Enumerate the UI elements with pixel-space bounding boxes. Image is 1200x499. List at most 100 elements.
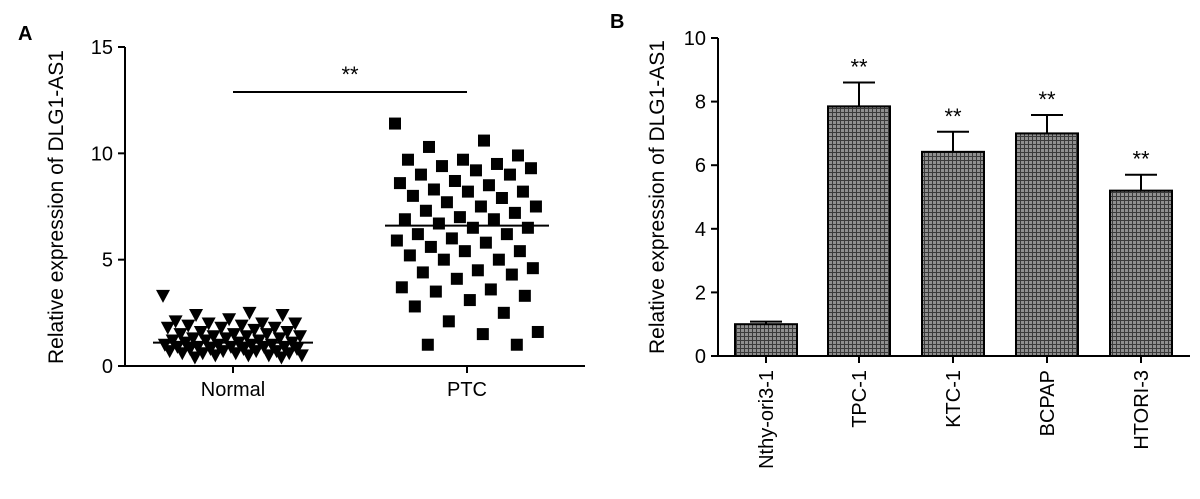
panel-a-point [242, 306, 257, 320]
panel-b-y-tick-label: 8 [695, 92, 706, 114]
panel-a-point [484, 283, 497, 296]
panel-a-point [437, 253, 450, 266]
panel-a-y-axis-label: Relative expression of DLG1-AS1 [45, 50, 68, 364]
panel-a: A Relative expression of DLG1-AS1 0 5 10 15… [18, 23, 585, 401]
panel-a-point [524, 162, 537, 175]
panel-a-point [526, 262, 539, 275]
panel-a-point [505, 268, 518, 281]
panel-a-point [458, 245, 471, 258]
panel-a-y-tick-label: 10 [91, 143, 113, 165]
panel-a-point [490, 157, 503, 170]
panel-a-point [395, 281, 408, 294]
panel-a-point [477, 134, 490, 147]
panel-b: B Relative expression of DLG1-AS1 0 2 4 6 8 1… [610, 11, 1190, 469]
panel-a-point [389, 117, 401, 130]
panel-a-point [160, 321, 175, 335]
panel-a-point [513, 245, 526, 258]
panel-a-y-tick-label: 5 [102, 250, 113, 272]
panel-a-point [529, 200, 542, 213]
panel-a-point [162, 345, 177, 359]
panel-a-point [390, 234, 403, 247]
panel-b-x-tick-label: TPC-1 [849, 370, 871, 428]
panel-b-x-tick-label: HTORI-3 [1131, 370, 1153, 450]
panel-a-point [401, 153, 414, 166]
panel-a-point [293, 330, 308, 344]
panel-a-point [187, 351, 202, 365]
panel-a-point [408, 300, 421, 313]
panel-a-point [453, 211, 466, 224]
panel-b-bar [1015, 132, 1079, 357]
panel-a-point [516, 185, 529, 198]
panel-a-point [168, 315, 183, 329]
panel-a-point [275, 308, 290, 322]
panel-a-significance-label: ** [341, 62, 359, 87]
panel-a-series-normal [153, 289, 313, 365]
panel-a-point [272, 332, 287, 346]
panel-a-point [487, 213, 500, 226]
panel-a-point [398, 213, 411, 226]
panel-a-point [424, 240, 437, 253]
panel-a-point [432, 217, 445, 230]
panel-a-x-tick-label: Normal [201, 379, 265, 401]
panel-a-series-ptc [385, 117, 549, 351]
panel-a-point [482, 179, 495, 192]
panel-a-axes: 0 5 10 15 Normal PTC ** [91, 37, 585, 401]
panel-a-point [228, 347, 243, 361]
panel-a-point [476, 328, 489, 341]
panel-a-point [216, 345, 231, 359]
panel-a-point [469, 164, 482, 177]
panel-a-point [503, 168, 516, 181]
panel-a-point [239, 330, 254, 344]
panel-a-point [518, 289, 531, 302]
panel-a-point [288, 317, 303, 331]
panel-a-point [414, 168, 427, 181]
panel-a-point [280, 325, 295, 339]
panel-b-y-axis-label: Relative expression of DLG1-AS1 [646, 40, 669, 354]
panel-a-point [508, 206, 521, 219]
panel-a-point [403, 249, 416, 262]
panel-a-point [479, 236, 492, 249]
panel-a-point [445, 232, 458, 245]
panel-b-x-tick-label: Nthy-ori3-1 [756, 370, 778, 469]
panel-a-point [222, 313, 237, 327]
panel-a-point [442, 315, 455, 328]
panel-b-bar-group: ** [921, 104, 985, 357]
panel-b-bar-group: ** [1015, 87, 1079, 357]
panel-a-point [450, 272, 463, 285]
panel-b-y-tick-label: 2 [695, 282, 706, 304]
panel-a-point [181, 319, 196, 333]
panel-a-point [393, 177, 406, 190]
panel-a-point [497, 306, 510, 319]
panel-a-point [500, 228, 513, 241]
panel-a-point [463, 294, 476, 307]
panel-b-significance-label: ** [850, 55, 868, 80]
panel-a-point [234, 319, 249, 333]
panel-a-point [208, 349, 223, 363]
panel-b-x-tick-label: BCPAP [1037, 370, 1059, 436]
panel-a-point [206, 330, 221, 344]
panel-b-axes: 0 2 4 6 8 10 Nthy-ori3-1 TPC-1 KTC-1 BCPAP HTORI-3 [684, 28, 1190, 469]
panel-a-point [461, 185, 474, 198]
panel-a-point [195, 347, 210, 361]
panel-a-point [429, 285, 442, 298]
panel-a-point [173, 328, 188, 342]
panel-a-point [189, 308, 204, 322]
panel-a-point [411, 228, 424, 241]
panel-b-bar [734, 323, 798, 358]
panel-a-x-tick-label: PTC [447, 379, 487, 401]
panel-b-label: B [610, 11, 624, 33]
panel-a-point [422, 140, 435, 153]
panel-a-point [183, 342, 198, 356]
panel-a-point [406, 189, 419, 202]
panel-a-point [531, 325, 544, 338]
panel-a-point [495, 191, 508, 204]
panel-a-point [214, 321, 229, 335]
panel-b-y-tick-label: 6 [695, 155, 706, 177]
panel-a-point [521, 221, 534, 234]
panel-b-bar [1109, 189, 1173, 357]
panel-b-x-tick-label: KTC-1 [943, 370, 965, 428]
panel-b-bar-group: ** [1109, 147, 1173, 357]
panel-a-point [474, 200, 487, 213]
panel-a-point [492, 253, 505, 266]
panel-a-point [226, 328, 241, 342]
